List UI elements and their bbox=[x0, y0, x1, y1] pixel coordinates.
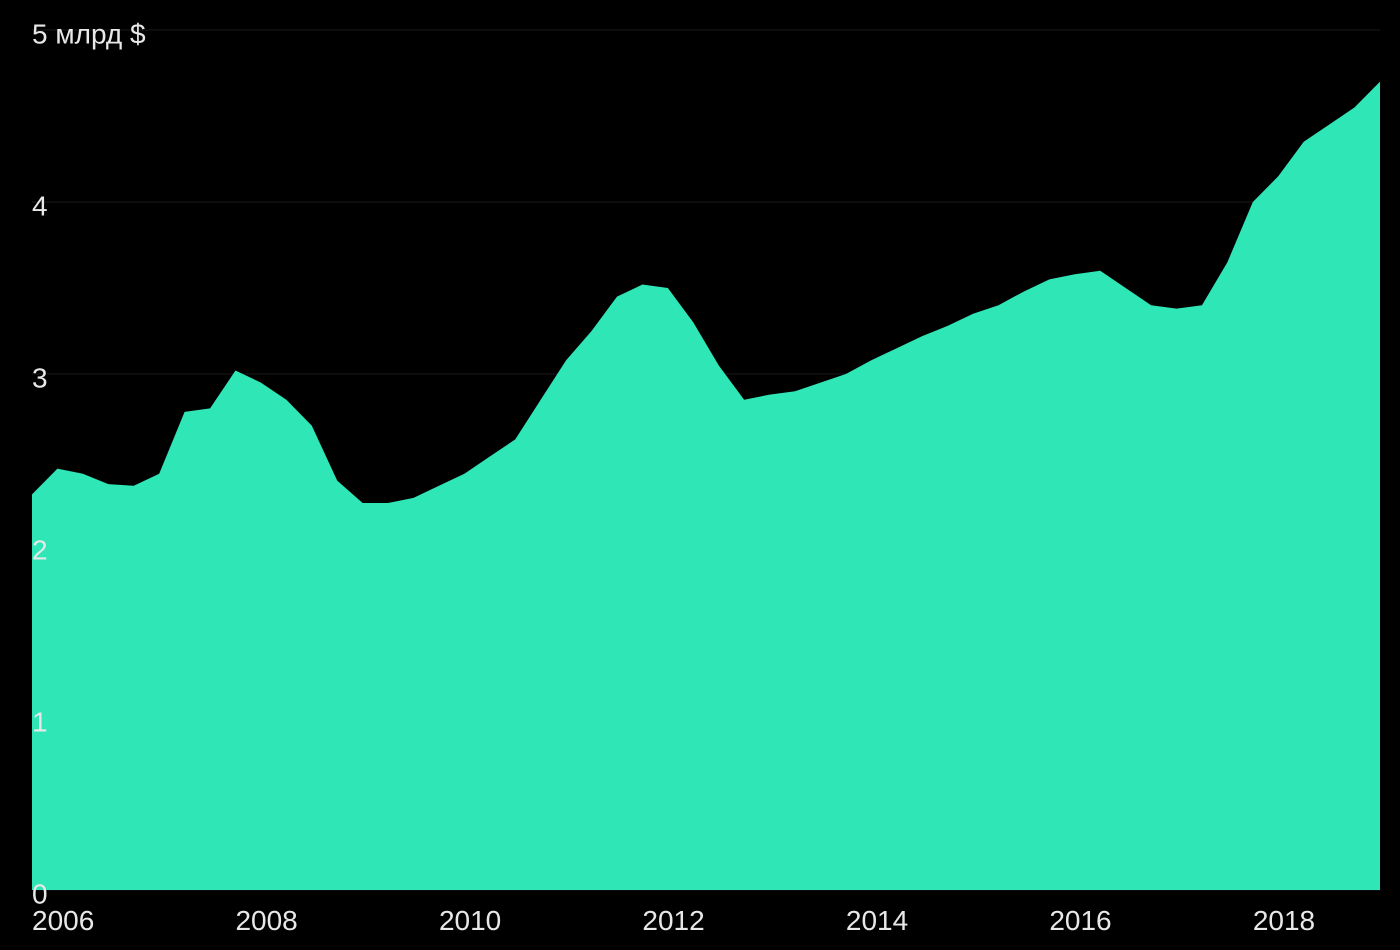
x-axis-label: 2006 bbox=[32, 905, 94, 936]
y-axis-label: 3 bbox=[32, 362, 48, 393]
chart-svg: 012345 млрд $200620082010201220142016201… bbox=[0, 0, 1400, 950]
y-axis-label: 4 bbox=[32, 190, 48, 221]
x-axis-label: 2018 bbox=[1253, 905, 1315, 936]
x-axis-label: 2012 bbox=[642, 905, 704, 936]
area-chart: 012345 млрд $200620082010201220142016201… bbox=[0, 0, 1400, 950]
y-axis-label: 2 bbox=[32, 534, 48, 565]
x-axis-label: 2016 bbox=[1049, 905, 1111, 936]
x-axis-label: 2008 bbox=[235, 905, 297, 936]
x-axis-label: 2010 bbox=[439, 905, 501, 936]
y-axis-label: 5 млрд $ bbox=[32, 18, 146, 49]
x-axis-label: 2014 bbox=[846, 905, 908, 936]
y-axis-label: 1 bbox=[32, 706, 48, 737]
